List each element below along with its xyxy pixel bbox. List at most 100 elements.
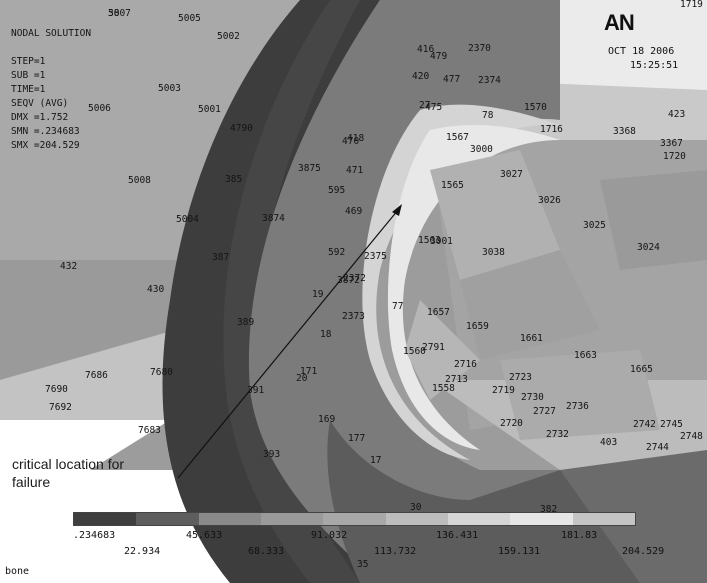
node-label: 2745 <box>660 419 683 430</box>
node-label: 1720 <box>663 151 686 162</box>
mid-surface <box>248 0 561 583</box>
node-label: 2716 <box>454 359 477 370</box>
date-text: OCT 18 2006 <box>608 46 675 57</box>
time-text: 15:25:51 <box>630 60 679 71</box>
legend-band <box>510 513 573 525</box>
annotation-arrowhead <box>392 204 402 216</box>
node-label: 2719 <box>492 385 515 396</box>
node-label: 17 <box>370 455 382 466</box>
plot-title: NODAL SOLUTION <box>11 28 92 39</box>
annotation-line-2: failure <box>12 474 51 490</box>
node-label: 2748 <box>680 431 703 442</box>
legend-band <box>447 513 511 525</box>
node-label: 2736 <box>566 401 589 412</box>
legend-label: 204.529 <box>622 546 665 557</box>
node-label: 2373 <box>342 311 365 322</box>
node-label: 1563 <box>418 235 441 246</box>
legend-label: 159.131 <box>498 546 541 557</box>
node-label: 477 <box>443 74 461 85</box>
legend-band <box>572 513 635 525</box>
node-label: 19 <box>312 289 324 300</box>
node-label: 382 <box>540 504 558 515</box>
node-label: 5004 <box>176 214 199 225</box>
node-label: 2375 <box>364 251 387 262</box>
node-label: 1716 <box>540 124 563 135</box>
node-label: 1665 <box>630 364 653 375</box>
node-label: 5001 <box>198 104 221 115</box>
node-label: 432 <box>60 261 78 272</box>
node-label: 7686 <box>85 370 108 381</box>
node-label: 3027 <box>500 169 523 180</box>
legend-label: .234683 <box>73 530 116 541</box>
smn-text: SMN =.234683 <box>11 126 80 137</box>
node-label: 3026 <box>538 195 561 206</box>
inner-facet-5 <box>600 170 707 270</box>
node-label: 35 <box>357 559 369 570</box>
node-label: 2727 <box>533 406 556 417</box>
node-label: 30 <box>410 502 422 513</box>
node-label: 2742 <box>633 419 656 430</box>
node-label: 2370 <box>468 43 491 54</box>
seqv-text: SEQV (AVG) <box>11 98 69 109</box>
time-text: TIME=1 <box>11 84 46 95</box>
node-label: 1565 <box>441 180 464 191</box>
legend-band <box>323 513 386 525</box>
node-label: 420 <box>412 71 430 82</box>
legend-label: 45.633 <box>186 530 223 541</box>
node-label: 2374 <box>478 75 501 86</box>
annotation-line-1: critical location for <box>12 456 125 472</box>
node-label: 1567 <box>446 132 469 143</box>
legend-label: 68.333 <box>248 546 285 557</box>
node-label: 1560 <box>403 346 426 357</box>
legend-band <box>136 513 199 525</box>
node-label: 5002 <box>217 31 240 42</box>
node-label: 7690 <box>45 384 68 395</box>
annotation-arrow-line <box>177 209 399 479</box>
node-label: 1661 <box>520 333 543 344</box>
node-label: 5005 <box>178 13 201 24</box>
node-label: 5007 <box>108 8 131 19</box>
node-label: 2372 <box>343 273 366 284</box>
node-label: 1570 <box>524 102 547 113</box>
node-label: 389 <box>237 317 255 328</box>
sub-text: SUB =1 <box>11 70 46 81</box>
node-label: 2744 <box>646 442 669 453</box>
node-label: 423 <box>668 109 686 120</box>
inner-facet-1 <box>430 150 560 280</box>
node-label: 479 <box>430 51 448 62</box>
inner-facet-2 <box>460 250 600 360</box>
smx-text: SMX =204.529 <box>11 140 80 151</box>
legend-label: 136.431 <box>436 530 479 541</box>
legend-label: 181.83 <box>561 530 598 541</box>
model-name: bone <box>5 566 30 577</box>
node-label: 470 <box>342 136 360 147</box>
node-label: 171 <box>300 366 318 377</box>
legend-label: 91.032 <box>311 530 348 541</box>
node-label: 5006 <box>88 103 111 114</box>
node-label: 416 <box>417 44 435 55</box>
node-label: 3872 <box>337 275 360 286</box>
node-label: 3025 <box>583 220 606 231</box>
node-label: 385 <box>225 174 243 185</box>
node-label: 3368 <box>613 126 636 137</box>
node-label: 27 <box>419 100 431 111</box>
node-label: 2730 <box>521 392 544 403</box>
node-label: 1558 <box>432 383 455 394</box>
node-label: 78 <box>482 110 494 121</box>
ansys-logo: AN <box>604 10 635 35</box>
node-label: 77 <box>392 301 404 312</box>
node-label: 2723 <box>509 372 532 383</box>
node-label: 7683 <box>138 425 161 436</box>
node-label: 18 <box>320 329 332 340</box>
node-label: 393 <box>263 449 281 460</box>
node-label: 3001 <box>430 236 453 247</box>
legend-band <box>260 513 324 525</box>
node-label: 7680 <box>150 367 173 378</box>
dmx-text: DMX =1.752 <box>11 112 69 123</box>
node-label: 387 <box>212 252 230 263</box>
inner-facet-4 <box>500 350 660 440</box>
node-label: 475 <box>425 102 443 113</box>
node-label: 391 <box>247 385 265 396</box>
node-label: 595 <box>328 185 346 196</box>
